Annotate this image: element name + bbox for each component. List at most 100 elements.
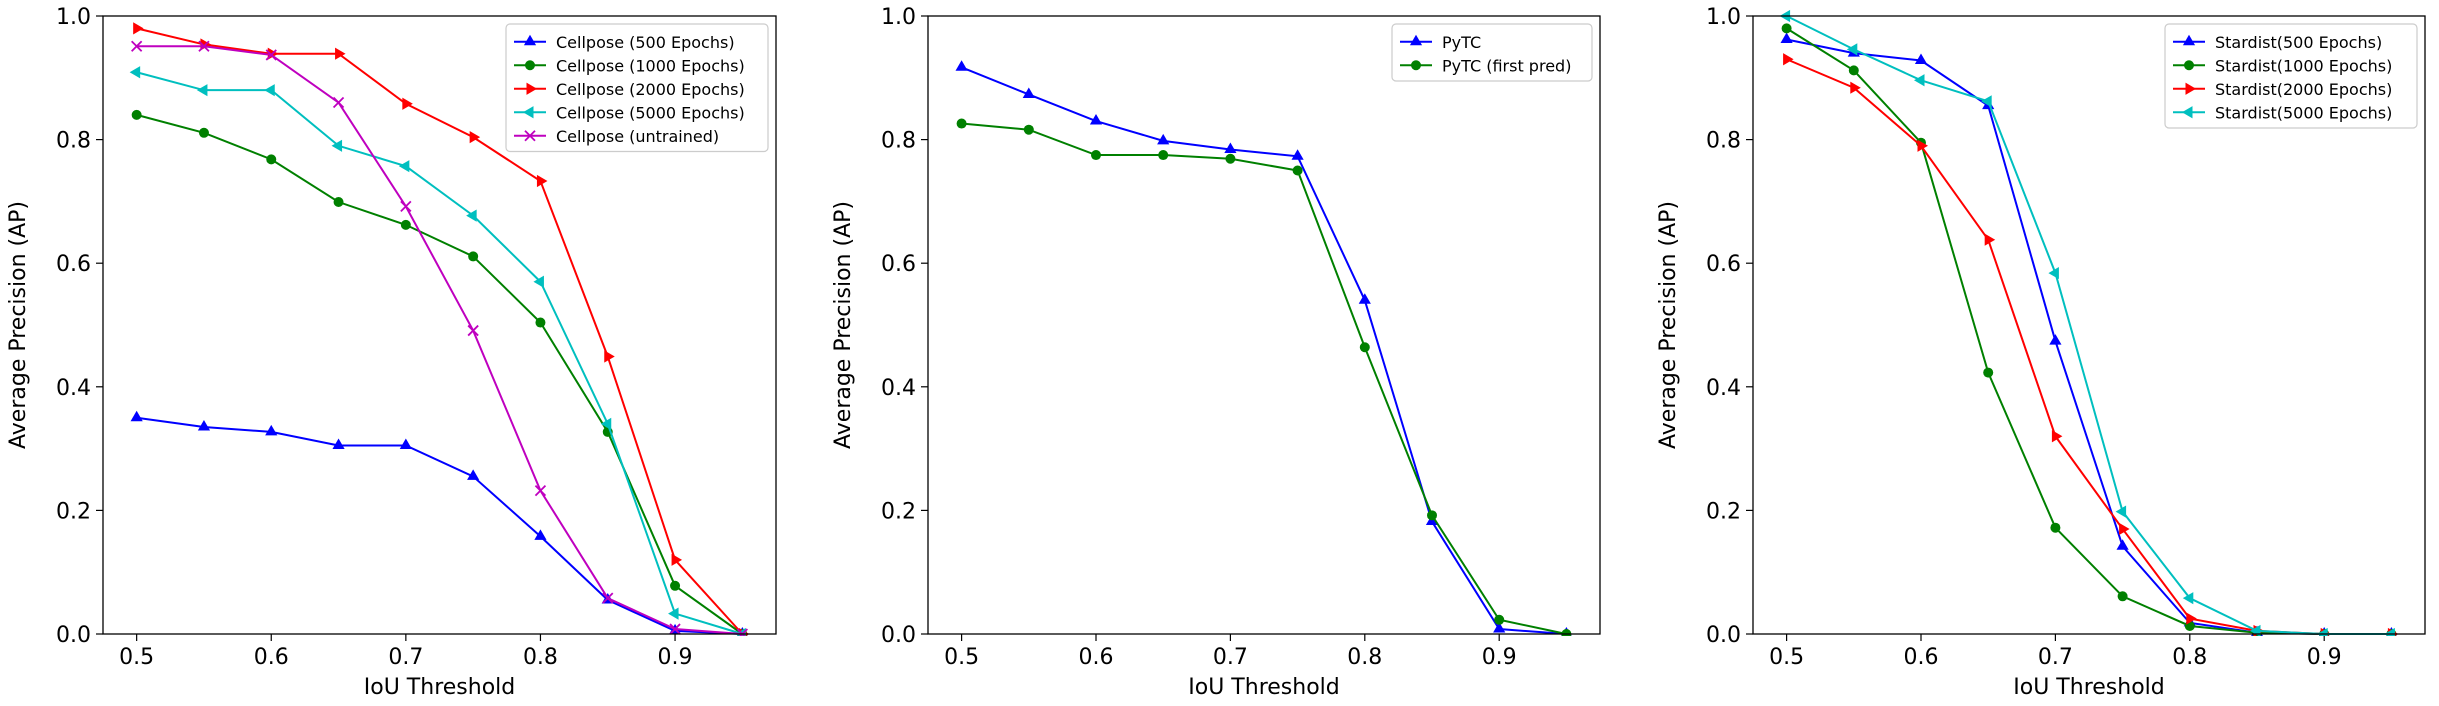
series-line [136,71,743,635]
data-point [533,275,544,288]
x-tick-label: 0.7 [388,645,423,670]
data-point [2050,522,2061,533]
data-point [1493,622,1506,633]
data-point [1089,114,1103,125]
legend-box [1391,23,1593,82]
data-point [1022,87,1035,98]
legend-item: Cellpose (1000 Epochs) [514,56,745,75]
legend-label: Cellpose (untrained) [556,127,719,146]
y-axis-label: Average Precision (AP) [6,201,31,449]
series-2 [131,109,748,636]
legend-item: Stardist(5000 Epochs) [2173,103,2392,122]
data-point [956,118,967,129]
series-1 [130,410,748,636]
x-tick-label: 0.8 [523,645,558,670]
y-tick-label: 0.8 [1706,129,1741,154]
legend: Cellpose (500 Epochs) Cellpose (1000 Epoc… [505,23,769,153]
data-point [400,219,411,230]
data-point [602,592,614,604]
data-point [131,40,143,52]
data-point [1291,149,1304,160]
legend: Stardist(500 Epochs) Stardist(1000 Epochs… [2164,23,2418,129]
data-point [400,200,412,212]
x-tick-label: 0.5 [1769,645,1804,670]
data-point [536,174,548,188]
data-point [198,127,209,138]
y-tick-label: 0.2 [56,499,91,524]
legend-label: Cellpose (500 Epochs) [556,33,735,52]
data-point [604,350,615,363]
legend-marker [2184,60,2194,71]
data-point [1292,165,1303,176]
data-point [2051,430,2063,443]
chart-panel-3: 0.5 0.6 0.7 0.8 0.9 0.0 0.2 0.4 0.6 0.8 1.0 IoU Thr… [1656,5,2426,700]
y-tick-label: 1.0 [1706,5,1741,30]
data-point [402,97,413,110]
legend-marker [2182,106,2193,119]
data-point [670,580,681,591]
chart-panel-2: 0.5 0.6 0.7 0.8 0.9 0.0 0.2 0.4 0.6 0.8 1.0 IoU Thr… [831,5,1601,700]
legend-marker [526,82,537,95]
legend-item: Stardist(2000 Epochs) [2173,80,2392,99]
data-point [1850,81,1861,94]
legend-box [2164,23,2418,129]
data-point [131,109,142,120]
legend-marker [525,60,535,71]
legend-item: Cellpose (2000 Epochs) [514,80,745,99]
data-point [333,197,344,208]
x-tick-label: 0.6 [1079,645,1114,670]
y-tick-label: 0.2 [1706,499,1741,524]
y-tick-label: 0.0 [56,623,91,648]
legend-marker [2185,82,2196,95]
y-tick-label: 0.8 [881,129,916,154]
y-axis-label: Average Precision (AP) [1656,201,1681,449]
data-point [2119,522,2130,536]
legend-item: Cellpose (500 Epochs) [514,33,735,52]
series-2 [956,118,1572,636]
data-point [1984,233,1996,246]
data-point [1781,23,1792,34]
legend-marker [2182,34,2196,46]
data-point [133,22,144,35]
series-3 [1783,53,2399,636]
data-point [467,324,479,337]
y-tick-label: 0.0 [881,623,916,648]
data-point [466,209,477,222]
data-point [1091,150,1101,161]
data-point [668,607,679,620]
data-point [534,484,547,497]
legend-marker [523,34,537,46]
data-point [1914,74,1925,87]
data-point [1023,124,1034,135]
data-point [266,154,277,165]
data-point [331,139,343,152]
data-point [1359,342,1370,353]
data-point [468,251,479,262]
series-4 [129,66,746,636]
data-point [1846,43,1858,56]
data-point [265,424,278,436]
data-point [2116,539,2129,550]
x-axis-label: IoU Threshold [2013,675,2164,700]
legend-item: Stardist(1000 Epochs) [2173,56,2392,75]
data-point [467,469,480,480]
data-point [2117,591,2128,602]
data-point [332,96,345,109]
data-point [1224,142,1237,153]
x-tick-label: 0.5 [944,645,979,670]
x-tick-label: 0.5 [119,645,154,670]
data-point [1780,32,1793,43]
y-tick-label: 0.4 [56,376,91,401]
data-point [671,553,683,566]
data-point [600,417,612,430]
legend-marker [523,106,534,119]
data-point [1783,53,1794,66]
plot-frame [927,15,1601,635]
legend-label: Stardist(2000 Epochs) [2215,80,2392,99]
legend-box [505,23,769,153]
series-1 [955,60,1572,636]
series-line [1786,58,2392,635]
x-tick-label: 0.7 [2038,645,2073,670]
legend-marker [1411,60,1421,71]
data-point [1225,153,1236,164]
